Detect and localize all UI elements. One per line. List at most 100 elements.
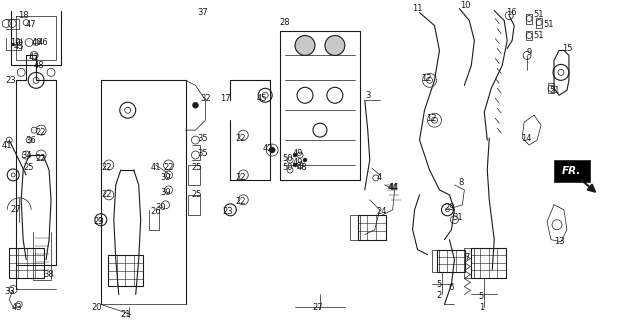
Bar xyxy=(526,30,532,41)
Text: 9: 9 xyxy=(527,48,531,57)
Text: 22: 22 xyxy=(101,164,112,172)
Text: 27: 27 xyxy=(11,205,22,214)
Text: 44: 44 xyxy=(387,183,398,192)
Text: 23: 23 xyxy=(5,76,15,85)
Text: 20: 20 xyxy=(91,303,102,312)
Text: 30: 30 xyxy=(155,203,166,212)
Text: 51: 51 xyxy=(534,10,544,19)
Bar xyxy=(431,250,439,272)
Text: 39: 39 xyxy=(160,173,171,182)
Text: 28: 28 xyxy=(280,18,290,27)
Bar xyxy=(188,165,200,185)
Circle shape xyxy=(293,153,297,157)
Text: 16: 16 xyxy=(506,8,517,17)
Text: 40: 40 xyxy=(32,38,43,47)
Text: 3: 3 xyxy=(365,91,370,100)
Text: 17: 17 xyxy=(220,94,231,103)
FancyBboxPatch shape xyxy=(554,160,590,182)
Text: 47: 47 xyxy=(26,20,36,29)
Text: 39: 39 xyxy=(160,188,171,197)
Bar xyxy=(358,215,386,240)
Text: 49: 49 xyxy=(293,158,303,167)
Circle shape xyxy=(295,36,315,55)
Text: 42: 42 xyxy=(29,53,40,62)
Text: 35: 35 xyxy=(197,133,208,143)
Circle shape xyxy=(192,102,198,108)
Text: 41: 41 xyxy=(150,164,161,172)
Bar xyxy=(472,248,506,277)
Text: 19: 19 xyxy=(10,38,20,47)
Text: 22: 22 xyxy=(235,197,245,206)
Text: 45: 45 xyxy=(257,94,268,103)
Text: 2: 2 xyxy=(437,291,442,300)
Text: 31: 31 xyxy=(452,213,463,222)
Bar xyxy=(9,248,44,277)
Bar xyxy=(548,83,554,93)
Text: 26: 26 xyxy=(150,207,161,216)
Bar xyxy=(464,248,475,277)
Text: 23: 23 xyxy=(93,217,104,226)
Text: 7: 7 xyxy=(465,253,470,262)
Text: 41: 41 xyxy=(2,140,12,149)
Text: 22: 22 xyxy=(235,173,245,182)
Text: 36: 36 xyxy=(26,136,36,145)
Text: 29: 29 xyxy=(444,203,455,212)
Text: 4: 4 xyxy=(377,173,383,182)
Circle shape xyxy=(293,163,297,167)
Text: 10: 10 xyxy=(460,1,471,10)
Text: 45: 45 xyxy=(14,42,25,51)
Text: 18: 18 xyxy=(18,11,28,20)
Text: 14: 14 xyxy=(521,133,531,143)
Text: 51: 51 xyxy=(534,31,544,40)
Text: 42: 42 xyxy=(263,144,273,153)
Text: FR.: FR. xyxy=(562,166,582,176)
Text: 44: 44 xyxy=(388,183,399,192)
Circle shape xyxy=(325,36,345,55)
Text: 13: 13 xyxy=(554,237,564,246)
Text: 49: 49 xyxy=(293,148,303,157)
Text: 6: 6 xyxy=(449,283,454,292)
Bar xyxy=(438,250,465,272)
Text: 5: 5 xyxy=(437,280,442,289)
Text: 5: 5 xyxy=(479,292,484,301)
Text: 34: 34 xyxy=(21,150,32,160)
Text: 50: 50 xyxy=(283,154,294,163)
Text: 25: 25 xyxy=(191,190,201,199)
Text: 11: 11 xyxy=(412,4,423,13)
Text: 33: 33 xyxy=(4,287,15,296)
Bar xyxy=(108,255,143,286)
Bar xyxy=(526,13,532,24)
Text: 43: 43 xyxy=(12,303,22,312)
Text: 25: 25 xyxy=(23,164,33,172)
Text: 22: 22 xyxy=(235,133,245,143)
Circle shape xyxy=(303,158,307,162)
Text: 37: 37 xyxy=(197,8,208,17)
Text: 38: 38 xyxy=(44,270,54,279)
Bar xyxy=(350,215,360,240)
Text: 12: 12 xyxy=(421,74,432,83)
Circle shape xyxy=(12,43,15,46)
Text: 15: 15 xyxy=(562,44,572,53)
Text: 22: 22 xyxy=(101,190,112,199)
Text: 48: 48 xyxy=(34,61,44,70)
Text: 46: 46 xyxy=(38,38,48,47)
Text: 22: 22 xyxy=(36,154,46,163)
Text: 25: 25 xyxy=(191,164,201,172)
Text: 8: 8 xyxy=(459,179,464,188)
Text: 1: 1 xyxy=(479,303,484,312)
Text: 12: 12 xyxy=(426,114,437,123)
Text: 24: 24 xyxy=(376,207,387,216)
Text: 32: 32 xyxy=(200,94,211,103)
Text: 22: 22 xyxy=(163,164,174,172)
Text: 21: 21 xyxy=(121,310,131,319)
Text: 51: 51 xyxy=(544,20,554,29)
Text: 35: 35 xyxy=(197,148,208,157)
Text: 51: 51 xyxy=(550,86,561,95)
Text: 22: 22 xyxy=(36,128,46,137)
Text: 50: 50 xyxy=(283,164,294,172)
Text: 27: 27 xyxy=(313,303,323,312)
Bar xyxy=(536,18,542,28)
Text: 48: 48 xyxy=(297,164,307,172)
Text: 23: 23 xyxy=(222,207,232,216)
Bar xyxy=(188,195,200,215)
